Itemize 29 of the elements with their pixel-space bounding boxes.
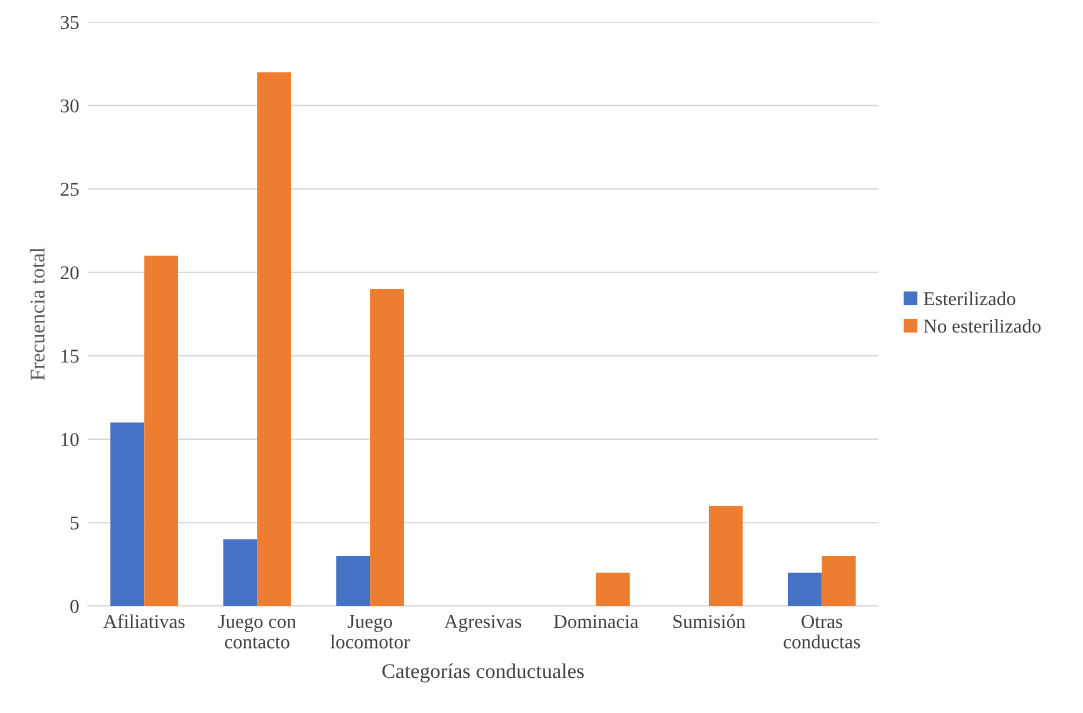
bar [336, 556, 371, 607]
y-tick-label: 0 [70, 599, 79, 613]
y-tick-label: 20 [60, 266, 79, 280]
x-tick-label: Dominacia [553, 615, 639, 629]
x-tick-label: Juego con contacto [218, 615, 296, 649]
y-tick-label: 25 [60, 182, 79, 196]
y-tick-label: 30 [60, 99, 79, 113]
x-tick-label: Otras conductas [783, 615, 861, 649]
bar [223, 539, 258, 607]
legend-label: Esterilizado [923, 291, 1016, 306]
bar [708, 505, 743, 607]
legend-label: No esterilizado [923, 319, 1041, 333]
bar [370, 289, 404, 607]
bar [257, 72, 292, 607]
x-tick-label: Afiliativas [103, 614, 185, 629]
y-tick-label: 10 [61, 433, 79, 447]
bar [595, 572, 630, 607]
x-tick-label: Agresivas [444, 614, 522, 633]
bar [144, 255, 179, 607]
y-axis-title: Frecuencia total [29, 247, 45, 381]
y-tick-label: 15 [61, 349, 79, 363]
x-axis-title: Categorías conductuales [382, 663, 584, 683]
x-tick-label: Juego locomotor [330, 615, 410, 649]
y-tick-label: 5 [70, 516, 79, 530]
bar [821, 556, 856, 607]
y-tick-label: 35 [60, 15, 79, 30]
bar [787, 572, 822, 607]
bar [110, 422, 145, 607]
x-tick-label: Sumisión [673, 614, 746, 629]
